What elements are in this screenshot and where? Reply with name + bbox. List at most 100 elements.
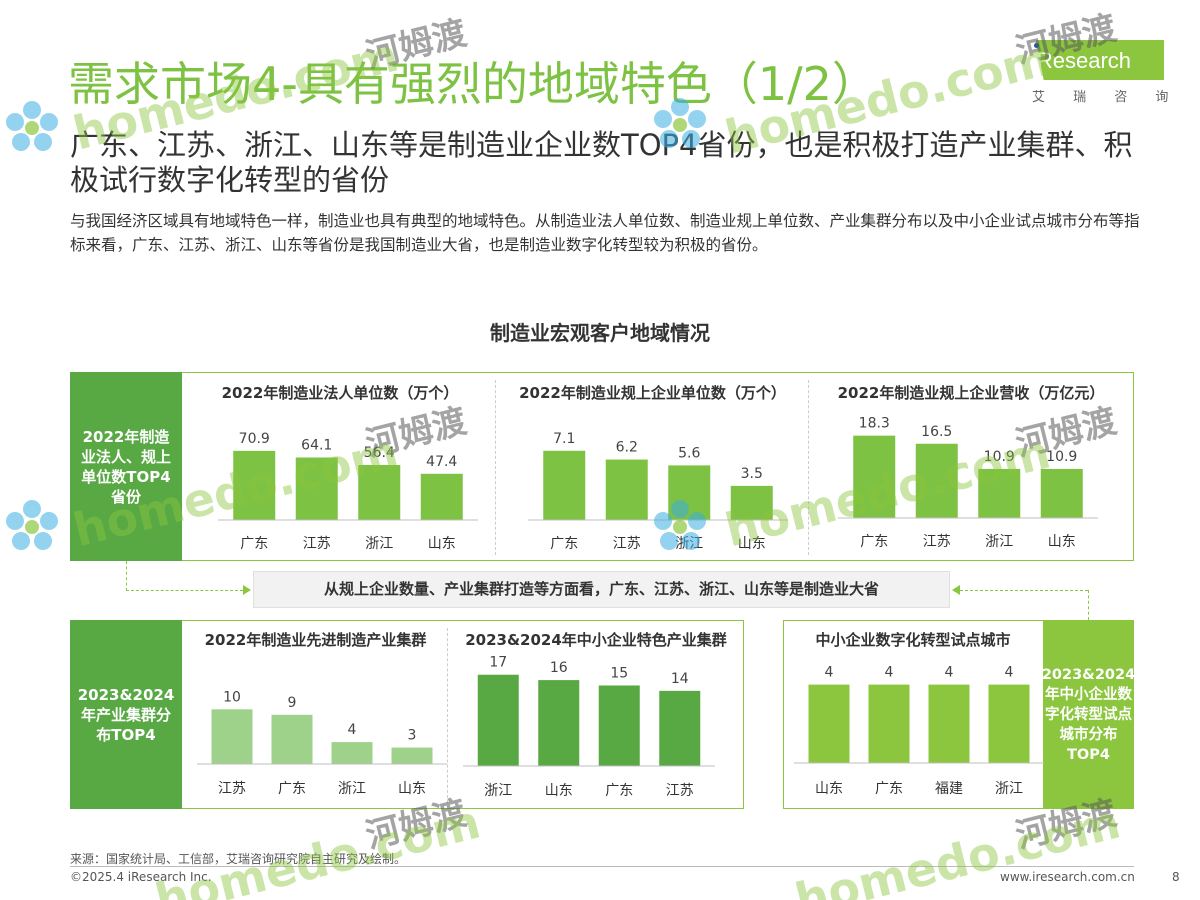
data-label: 64.1	[301, 438, 332, 454]
data-label: 16	[550, 660, 568, 676]
category-label: 广东	[875, 781, 903, 797]
data-label: 7.1	[553, 431, 575, 447]
data-label: 56.4	[364, 445, 395, 461]
connector-line	[126, 590, 243, 591]
bar	[420, 473, 463, 520]
bar	[915, 443, 958, 518]
data-label: 15	[610, 665, 628, 681]
data-label: 9	[288, 695, 297, 711]
category-label: 浙江	[484, 783, 512, 799]
data-label: 10.9	[1046, 449, 1077, 465]
watermark-flower-icon	[6, 500, 58, 550]
category-label: 广东	[550, 536, 578, 552]
category-label: 山东	[428, 536, 456, 552]
chart-sme-clusters: 2023&2024年中小企业特色产业集群 17 浙江 16 山东 15 广东 14 江苏	[463, 631, 727, 799]
bar	[331, 742, 373, 764]
data-label: 10.9	[984, 449, 1015, 465]
arrow-left-icon	[952, 585, 960, 595]
chart-divider	[495, 380, 496, 555]
bar	[211, 709, 253, 764]
bar	[730, 485, 773, 520]
bottom-left-side-label: 2023&2024年产业集群分布TOP4	[70, 620, 182, 809]
category-label: 浙江	[985, 534, 1013, 550]
bar	[477, 674, 519, 766]
category-label: 浙江	[995, 781, 1023, 797]
chart-digital-pilot-cities: 中小企业数字化转型试点城市 4 山东 4 广东 4 福建 4 浙江	[794, 631, 1044, 797]
footer-divider	[70, 866, 1134, 867]
bar	[659, 690, 701, 766]
category-label: 广东	[278, 781, 306, 797]
chart-advanced-clusters: 2022年制造业先进制造产业集群 10 江苏 9 广东 4 浙江 3 山东	[197, 631, 447, 797]
top-left-side-label: 2022年制造业法人、规上单位数TOP4省份	[70, 372, 182, 561]
data-label: 47.4	[426, 454, 457, 470]
logo-subtitle: 艾 瑞 咨 询	[1032, 90, 1181, 105]
bar	[271, 714, 313, 764]
bar	[868, 684, 910, 763]
bar	[808, 684, 850, 763]
chart-title: 2022年制造业法人单位数（万个）	[222, 384, 459, 402]
data-label: 10	[223, 689, 241, 705]
data-label: 4	[945, 665, 954, 681]
conclusion-box: 从规上企业数量、产业集群打造等方面看，广东、江苏、浙江、山东等是制造业大省	[253, 571, 950, 608]
chart-title: 2022年制造业规上企业营收（万亿元）	[838, 384, 1105, 402]
section-title: 制造业宏观客户地域情况	[490, 321, 710, 345]
logo-name: iResearch	[1032, 48, 1132, 73]
logo-dot-icon	[1034, 43, 1039, 48]
bar	[233, 450, 276, 520]
watermark-en: homedo.com	[150, 794, 486, 900]
connector-line	[126, 561, 127, 591]
data-label: 4	[885, 665, 894, 681]
chart-title: 中小企业数字化转型试点城市	[815, 631, 1010, 649]
bar	[1040, 468, 1083, 518]
watermark-flower-icon	[6, 101, 58, 151]
chart-title: 2023&2024年中小企业特色产业集群	[465, 631, 727, 649]
intro-paragraph: 与我国经济区域具有地域特色一样，制造业也具有典型的地域特色。从制造业法人单位数、…	[70, 212, 1140, 254]
bar	[668, 465, 711, 520]
category-label: 江苏	[923, 534, 951, 550]
chart-above-scale-units: 2022年制造业规上企业单位数（万个） 7.1 广东 6.2 江苏 5.6 浙江 3.5 山东	[519, 384, 788, 552]
data-label: 16.5	[921, 424, 952, 440]
page-subtitle: 广东、江苏、浙江、山东等是制造业企业数TOP4省份，也是积极打造产业集群、积极试…	[70, 128, 1133, 197]
data-label: 6.2	[616, 440, 638, 456]
data-label: 14	[671, 671, 689, 687]
data-label: 4	[825, 665, 834, 681]
bottom-right-side-label: 2023&2024年中小企业数字化转型试点城市分布TOP4	[1042, 620, 1135, 809]
copyright: ©2025.4 iResearch Inc.	[70, 870, 212, 884]
chart-divider	[447, 628, 448, 803]
bar	[978, 468, 1021, 518]
category-label: 山东	[545, 783, 573, 799]
chart-legal-entities: 2022年制造业法人单位数（万个） 70.9 广东 64.1 江苏 56.4 浙江 47.4 山…	[218, 384, 478, 552]
bar	[598, 685, 640, 766]
category-label: 江苏	[303, 536, 331, 552]
bar	[988, 684, 1030, 763]
arrow-right-icon	[243, 585, 251, 595]
category-label: 浙江	[365, 536, 393, 552]
bar	[358, 465, 401, 520]
data-label: 4	[1005, 665, 1014, 681]
page-number: 8	[1172, 870, 1180, 884]
bar	[928, 684, 970, 763]
data-label: 70.9	[239, 431, 270, 447]
category-label: 江苏	[666, 783, 694, 799]
website-link[interactable]: www.iresearch.com.cn	[1000, 870, 1135, 884]
bar	[605, 459, 648, 520]
category-label: 浙江	[675, 536, 703, 552]
connector-line	[1088, 590, 1089, 620]
bar	[543, 450, 586, 520]
source-note: 来源：国家统计局、工信部，艾瑞咨询研究院自主研究及绘制。	[70, 852, 407, 866]
chart-title: 2022年制造业先进制造产业集群	[205, 631, 427, 649]
page-title: 需求市场4-具有强烈的地域特色（1/2）	[68, 57, 878, 111]
chart-title: 2022年制造业规上企业单位数（万个）	[519, 384, 786, 402]
category-label: 山东	[815, 781, 843, 797]
data-label: 3.5	[741, 466, 763, 482]
logo-badge	[1036, 40, 1164, 80]
data-label: 5.6	[678, 445, 700, 461]
category-label: 福建	[935, 781, 963, 797]
watermark-en: homedo.com	[790, 794, 1126, 900]
data-label: 3	[408, 728, 417, 744]
category-label: 广东	[860, 534, 888, 550]
data-label: 4	[348, 722, 357, 738]
chart-above-scale-revenue: 2022年制造业规上企业营收（万亿元） 18.3 广东 16.5 江苏 10.9 浙江 10.…	[838, 384, 1105, 550]
bar	[295, 457, 338, 520]
category-label: 广东	[605, 783, 633, 799]
